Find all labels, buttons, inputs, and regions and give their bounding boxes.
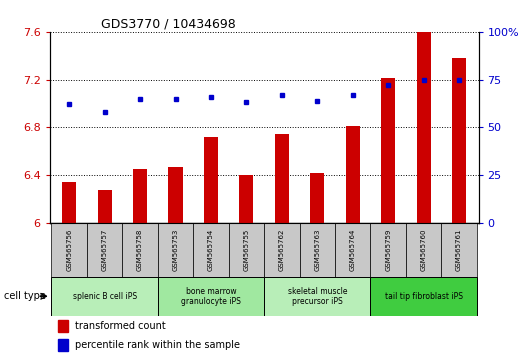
Text: GSM565758: GSM565758 <box>137 228 143 271</box>
Text: GSM565755: GSM565755 <box>243 229 249 271</box>
Text: percentile rank within the sample: percentile rank within the sample <box>75 340 241 350</box>
Bar <box>381 78 395 223</box>
Bar <box>193 223 229 277</box>
Text: GSM565762: GSM565762 <box>279 228 285 271</box>
Text: bone marrow
granulocyte iPS: bone marrow granulocyte iPS <box>181 287 241 306</box>
Bar <box>275 135 289 223</box>
Text: GSM565759: GSM565759 <box>385 228 391 271</box>
Bar <box>441 223 477 277</box>
Bar <box>51 277 158 316</box>
Bar <box>168 167 183 223</box>
Text: GSM565764: GSM565764 <box>350 228 356 271</box>
Bar <box>58 320 68 332</box>
Bar <box>58 339 68 351</box>
Bar <box>240 175 254 223</box>
Text: tail tip fibroblast iPS: tail tip fibroblast iPS <box>384 292 463 301</box>
Bar <box>310 172 324 223</box>
Bar <box>87 223 122 277</box>
Bar <box>370 277 477 316</box>
Text: skeletal muscle
precursor iPS: skeletal muscle precursor iPS <box>288 287 347 306</box>
Text: GSM565754: GSM565754 <box>208 229 214 271</box>
Bar <box>370 223 406 277</box>
Text: transformed count: transformed count <box>75 321 166 331</box>
Text: GSM565756: GSM565756 <box>66 228 72 271</box>
Text: splenic B cell iPS: splenic B cell iPS <box>73 292 137 301</box>
Bar <box>346 126 360 223</box>
Bar <box>204 137 218 223</box>
Bar <box>158 223 193 277</box>
Text: GSM565761: GSM565761 <box>456 228 462 271</box>
Bar <box>416 32 431 223</box>
Text: GSM565760: GSM565760 <box>420 228 427 271</box>
Bar <box>97 190 112 223</box>
Text: cell type: cell type <box>4 291 46 301</box>
Bar <box>122 223 158 277</box>
Bar <box>300 223 335 277</box>
Bar <box>229 223 264 277</box>
Bar <box>406 223 441 277</box>
Bar <box>51 223 87 277</box>
Text: GDS3770 / 10434698: GDS3770 / 10434698 <box>101 18 236 31</box>
Bar <box>133 169 147 223</box>
Text: GSM565757: GSM565757 <box>101 228 108 271</box>
Bar <box>452 58 466 223</box>
Text: GSM565753: GSM565753 <box>173 228 178 271</box>
Bar <box>264 277 370 316</box>
Bar <box>335 223 370 277</box>
Bar <box>264 223 300 277</box>
Text: GSM565763: GSM565763 <box>314 228 320 271</box>
Bar <box>62 182 76 223</box>
Bar <box>158 277 264 316</box>
